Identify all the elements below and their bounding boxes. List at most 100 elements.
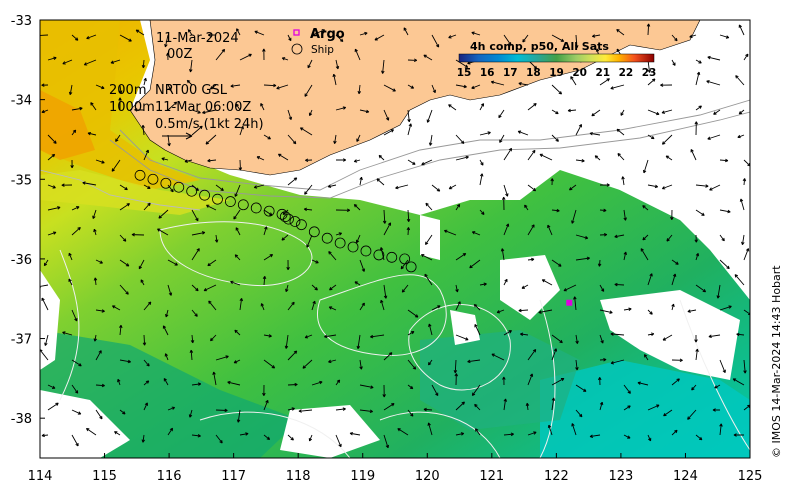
current-arrow [503, 398, 508, 411]
current-arrow [690, 149, 697, 161]
current-arrow [691, 384, 697, 391]
current-arrow [570, 76, 577, 86]
current-arrow [191, 125, 203, 136]
current-arrow [207, 158, 217, 163]
current-arrow [695, 434, 703, 441]
current-arrow [119, 324, 123, 336]
current-arrow [165, 309, 169, 318]
current-arrow [616, 29, 625, 36]
current-arrow [571, 423, 577, 436]
current-arrow [713, 109, 721, 115]
current-arrow [479, 173, 484, 186]
current-arrow [167, 84, 172, 91]
current-arrow [335, 34, 344, 43]
current-arrow [335, 59, 340, 70]
current-arrow [328, 359, 337, 364]
current-arrow [311, 259, 319, 264]
current-arrow [407, 109, 411, 123]
current-arrow [287, 109, 293, 121]
current-arrow [527, 149, 536, 161]
current-arrow [143, 402, 148, 411]
ship-position-marker [347, 241, 359, 253]
ship-position-marker [296, 219, 307, 231]
current-arrow [143, 380, 150, 386]
current-arrow [551, 109, 559, 115]
current-arrow [733, 433, 745, 437]
current-arrow [239, 297, 244, 311]
current-arrow [324, 334, 337, 339]
current-arrow [166, 52, 170, 61]
current-arrow [327, 184, 337, 188]
ship-position-marker [360, 245, 372, 257]
current-arrow [311, 380, 323, 386]
current-arrow [421, 159, 433, 166]
current-arrow [234, 254, 241, 261]
current-arrow [355, 234, 361, 244]
lat-tick-label: -33 [11, 14, 32, 29]
current-arrow [455, 284, 459, 293]
current-arrow [93, 277, 98, 286]
colorbar-tick-label: 15 [457, 67, 472, 79]
current-arrow [694, 121, 699, 136]
current-arrow [397, 428, 409, 436]
current-arrow [304, 184, 313, 195]
current-time: 11-Mar 06:00Z [155, 100, 251, 115]
colorbar-tick-label: 23 [642, 67, 657, 79]
current-arrow [575, 334, 579, 344]
current-arrow [111, 305, 121, 311]
map-date: 11-Mar-2024 [156, 31, 239, 46]
current-arrow [263, 434, 271, 440]
current-arrow [568, 184, 577, 191]
current-arrow [407, 123, 413, 136]
lon-tick-label: 116 [157, 469, 182, 484]
current-arrow [527, 103, 537, 111]
current-arrow [503, 223, 510, 236]
current-arrow [262, 384, 266, 396]
current-arrow [119, 34, 132, 42]
current-arrow [647, 434, 652, 442]
current-arrow [115, 134, 121, 142]
current-arrow [41, 83, 49, 87]
current-arrow [661, 184, 673, 190]
current-arrow [694, 334, 698, 343]
current-arrow [518, 82, 529, 86]
current-arrow [47, 56, 57, 61]
current-arrow [95, 350, 102, 361]
current-arrow [575, 359, 579, 371]
current-arrow [353, 204, 361, 211]
current-arrow [479, 159, 484, 166]
current-arrow [163, 377, 169, 386]
current-arrow [473, 303, 481, 311]
current-arrow [738, 109, 745, 115]
current-arrow [589, 131, 601, 136]
current-arrow [551, 334, 563, 344]
current-arrow [647, 309, 653, 315]
current-arrow [383, 434, 390, 449]
current-arrow [647, 404, 660, 411]
current-arrow [95, 159, 105, 164]
ship-track [134, 169, 417, 273]
current-arrow [307, 59, 313, 69]
lon-tick-label: 123 [608, 469, 633, 484]
ship-position-marker [399, 253, 411, 265]
current-arrow [71, 226, 81, 236]
current-arrow [382, 209, 387, 224]
current-arrow [551, 34, 565, 42]
current-arrow [712, 408, 721, 412]
current-arrow [71, 434, 79, 447]
current-arrow [383, 403, 395, 411]
current-arrow [236, 409, 241, 423]
current-arrow [263, 359, 276, 369]
current-arrow [359, 176, 363, 186]
current-arrow [335, 379, 341, 386]
current-arrow [610, 84, 625, 90]
current-arrow [71, 359, 82, 367]
map-time: 00Z [167, 47, 193, 62]
current-arrow [285, 284, 289, 293]
current-arrow [239, 53, 252, 61]
current-arrow [287, 434, 294, 441]
current-arrow [469, 259, 481, 269]
current-arrow [455, 84, 467, 89]
current-arrow [490, 80, 505, 86]
current-arrow [431, 184, 441, 192]
